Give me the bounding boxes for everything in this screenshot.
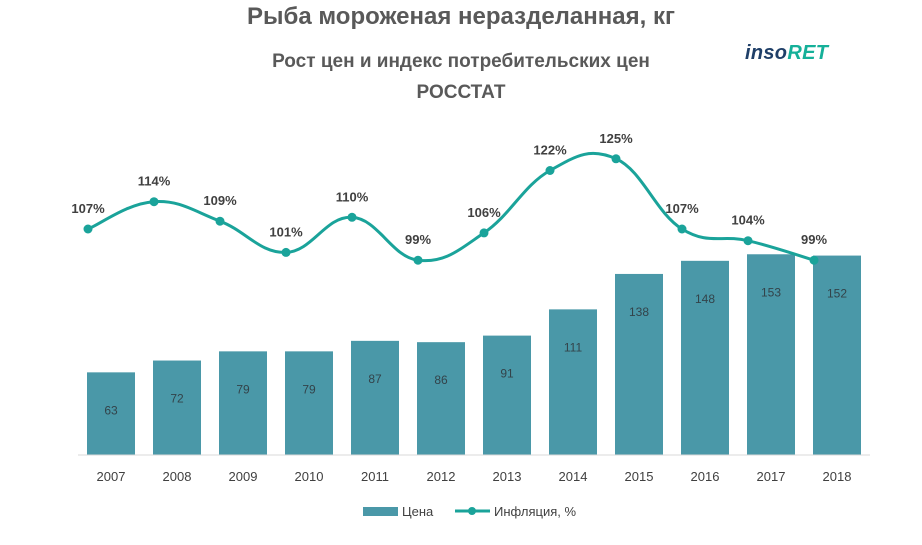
x-tick-2014: 2014 xyxy=(559,469,588,484)
bar-2015 xyxy=(615,273,663,455)
x-tick-2018: 2018 xyxy=(823,469,852,484)
chart-title: Рыба мороженая неразделанная, кг xyxy=(247,3,675,30)
inflation-label-2015: 125% xyxy=(599,131,633,146)
inflation-point-2014 xyxy=(545,166,555,175)
inflation-label-2018: 99% xyxy=(801,232,827,247)
bar-2013 xyxy=(483,335,531,455)
bar-label-2009: 79 xyxy=(236,382,250,396)
bar-2017 xyxy=(747,254,795,455)
bar-2014 xyxy=(549,309,597,455)
legend-label-price: Цена xyxy=(402,504,434,519)
inflation-label-2007: 107% xyxy=(71,201,105,216)
x-tick-2016: 2016 xyxy=(691,469,720,484)
x-tick-2008: 2008 xyxy=(163,469,192,484)
inflation-point-2011 xyxy=(347,212,357,222)
inflation-label-2016: 107% xyxy=(665,201,699,216)
insoret-logo: insoRET xyxy=(745,42,829,64)
bar-2012 xyxy=(417,342,465,455)
inflation-point-2008 xyxy=(149,197,159,207)
legend-marker-inflation xyxy=(468,507,476,515)
bar-2016 xyxy=(681,260,729,455)
x-tick-2011: 2011 xyxy=(361,469,389,484)
chart-subtitle: Рост цен и индекс потребительских цен xyxy=(272,51,650,72)
inflation-point-2007 xyxy=(83,224,93,234)
bar-2010 xyxy=(285,351,333,455)
bar-label-2014: 111 xyxy=(564,340,583,354)
inflation-label-2010: 101% xyxy=(269,224,303,239)
inflation-point-2013 xyxy=(479,228,489,238)
inflation-point-2012 xyxy=(413,255,423,265)
bar-2018 xyxy=(813,255,861,455)
x-tick-2007: 2007 xyxy=(97,469,126,484)
bar-2011 xyxy=(351,340,399,455)
x-tick-2012: 2012 xyxy=(427,469,456,484)
bar-label-2007: 63 xyxy=(104,403,118,417)
inflation-line xyxy=(87,151,815,263)
bar-label-2012: 86 xyxy=(434,373,448,387)
inflation-point-2015 xyxy=(611,154,621,164)
x-tick-2013: 2013 xyxy=(493,469,522,484)
bar-2009 xyxy=(219,351,267,455)
bar-label-2016: 148 xyxy=(695,292,715,306)
inflation-label-2011: 110% xyxy=(336,189,369,204)
bar-label-2013: 91 xyxy=(500,367,514,381)
bar-label-2008: 72 xyxy=(170,392,184,406)
bar-label-2011: 87 xyxy=(368,372,382,386)
inflation-point-2010 xyxy=(281,247,291,257)
inflation-point-2016 xyxy=(677,224,687,234)
chart-source: РОССТАТ xyxy=(416,82,506,103)
bar-label-2010: 79 xyxy=(302,382,316,396)
inflation-label-2008: 114% xyxy=(138,174,171,189)
legend: Цена Инфляция, % xyxy=(363,504,577,519)
inflation-label-2013: 106% xyxy=(467,205,501,220)
legend-label-inflation: Инфляция, % xyxy=(494,504,577,519)
inflation-label-2012: 99% xyxy=(405,232,431,247)
bar-label-2015: 138 xyxy=(629,305,649,319)
bar-label-2018: 152 xyxy=(827,287,847,301)
inflation-point-2017 xyxy=(743,236,753,246)
bar-label-2017: 153 xyxy=(761,285,781,299)
inflation-point-2009 xyxy=(215,216,225,226)
inflation-label-2014: 122% xyxy=(533,143,567,158)
bar-2007 xyxy=(87,372,135,455)
inflation-label-2009: 109% xyxy=(203,193,237,208)
bar-2008 xyxy=(153,360,201,455)
inflation-label-2017: 104% xyxy=(731,213,765,228)
inflation-point-2018 xyxy=(809,255,819,265)
x-tick-2015: 2015 xyxy=(625,469,654,484)
x-tick-2009: 2009 xyxy=(229,469,258,484)
legend-swatch-price xyxy=(363,507,398,516)
x-tick-2017: 2017 xyxy=(757,469,786,484)
x-tick-2010: 2010 xyxy=(295,469,324,484)
